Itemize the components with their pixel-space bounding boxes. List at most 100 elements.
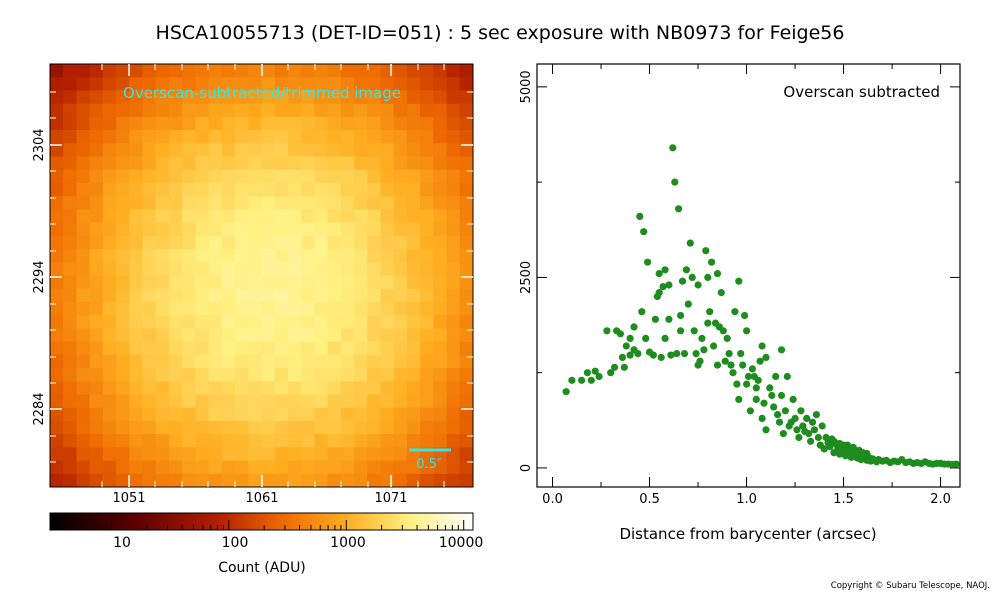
scatter-point [762, 353, 770, 361]
image-pixel [168, 394, 183, 409]
image-pixel [433, 235, 447, 250]
image-pixel [459, 156, 474, 171]
image-pixel [221, 434, 236, 448]
image-pixel [406, 460, 421, 475]
image-pixel [261, 434, 276, 448]
image-pixel [261, 354, 276, 369]
image-pixel [63, 420, 77, 435]
image-pixel [393, 447, 408, 461]
image-pixel [208, 288, 223, 303]
image-pixel [327, 235, 342, 250]
image-pixel [182, 249, 196, 263]
image-pixel [168, 222, 183, 237]
image-pixel [406, 143, 421, 157]
scatter-point [758, 414, 766, 422]
image-pixel [420, 222, 434, 237]
scatter-point [741, 311, 749, 320]
image-pixel [420, 103, 434, 118]
image-pixel [380, 368, 395, 382]
image-pixel [287, 235, 302, 250]
image-pixel [235, 116, 249, 131]
image-pixel [89, 235, 104, 250]
image-pixel [89, 381, 104, 395]
image-pixel [301, 77, 315, 91]
image-pixel [393, 169, 408, 184]
image-pixel [63, 394, 77, 409]
image-pixel [208, 460, 223, 475]
copyright-text: Copyright © Subaru Telescope, NAOJ. [830, 581, 990, 591]
image-pixel [142, 182, 157, 197]
image-pixel [155, 196, 170, 210]
image-pixel [433, 130, 447, 144]
image-pixel [182, 90, 196, 105]
image-pixel [248, 90, 262, 105]
image-pixel [142, 222, 157, 237]
image-pixel [235, 460, 249, 475]
image-pixel [420, 156, 434, 171]
image-pixel [168, 288, 183, 303]
scatter-point [735, 395, 743, 403]
image-pixel [314, 407, 328, 422]
image-pixel [380, 301, 395, 316]
image-pixel [63, 434, 77, 448]
image-pixel [380, 130, 395, 144]
image-pixel [208, 341, 223, 356]
scatter-point [836, 440, 844, 448]
image-pixel [327, 407, 342, 422]
image-pixel [287, 209, 302, 224]
scatter-point [611, 363, 619, 371]
image-pixel [116, 235, 130, 250]
image-pixel [63, 209, 77, 224]
image-pixel [182, 341, 196, 356]
scatter-point [719, 327, 727, 335]
image-pixel [63, 275, 77, 290]
image-pixel [446, 182, 461, 197]
image-pixel [142, 90, 157, 105]
image-pixel [380, 407, 395, 422]
image-pixel [155, 328, 170, 342]
image-pixel [102, 275, 117, 290]
image-pixel [393, 262, 408, 276]
image-pixel [393, 275, 408, 290]
image-pixel [155, 460, 170, 475]
image-pixel [459, 275, 474, 290]
image-pixel [274, 473, 289, 488]
image-pixel [327, 90, 342, 105]
image-pixel [327, 301, 342, 316]
image-pixel [142, 473, 157, 488]
image-pixel [50, 407, 64, 422]
image-pixel [155, 434, 170, 448]
image-pixel [248, 130, 262, 144]
image-pixel [195, 169, 210, 184]
image-pixel [102, 169, 117, 184]
scatter-point [748, 365, 757, 373]
image-pixel [235, 262, 249, 276]
image-pixel [50, 222, 64, 237]
image-pixel [63, 301, 77, 316]
image-pixel [314, 288, 328, 303]
image-pixel [393, 90, 408, 105]
scatter-point [849, 443, 857, 451]
image-pixel [208, 407, 223, 422]
page-title: HSCA10055713 (DET-ID=051) : 5 sec exposu… [155, 22, 845, 44]
image-pixel [274, 460, 289, 475]
image-pixel [116, 368, 130, 382]
scatter-point [820, 445, 828, 453]
image-pixel [301, 156, 315, 171]
scatter-point [713, 361, 722, 369]
image-pixel [76, 315, 91, 329]
image-pixel [274, 222, 289, 237]
image-pixel [221, 420, 236, 435]
image-pixel [155, 249, 170, 263]
image-pixel [63, 288, 77, 303]
image-pixel [327, 473, 342, 488]
image-pixel [63, 447, 77, 461]
image-pixel [102, 341, 117, 356]
image-pixel [102, 315, 117, 329]
image-pixel [433, 420, 447, 435]
scatter-point [636, 212, 644, 220]
image-pixel [433, 473, 447, 488]
image-pixel [168, 407, 183, 422]
image-pixel [274, 420, 289, 435]
image-pixel [406, 275, 421, 290]
